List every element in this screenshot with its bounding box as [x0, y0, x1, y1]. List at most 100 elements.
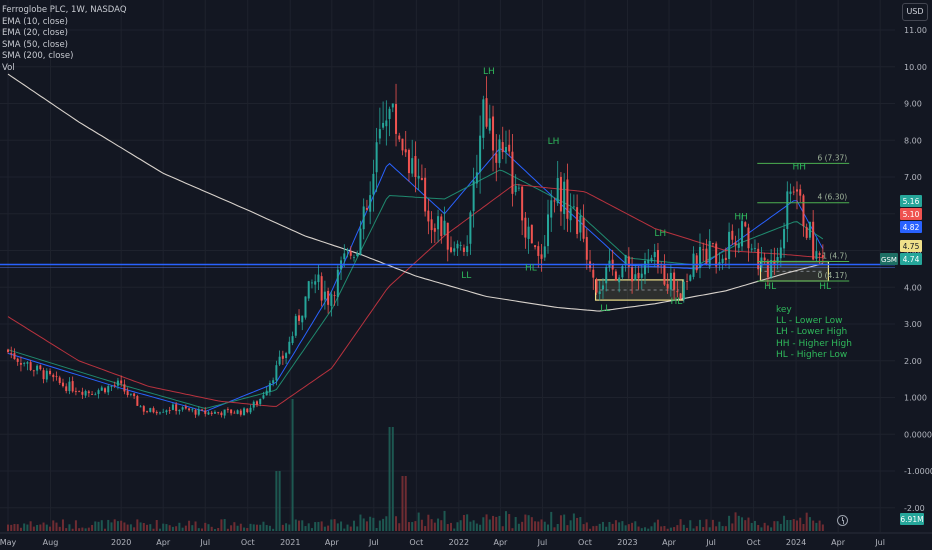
- volume-bar: [243, 527, 246, 531]
- candle-body: [126, 391, 129, 396]
- price-label: 4.74: [903, 255, 920, 264]
- indicator-legend: Ferroglobe PLC, 1W, NASDAQ EMA (10, clos…: [2, 5, 127, 75]
- swing-label: HL: [819, 282, 831, 292]
- volume-bar: [268, 525, 271, 531]
- legend-sma50[interactable]: SMA (50, close): [2, 39, 68, 50]
- candle-body: [152, 408, 155, 413]
- volume-bar: [336, 523, 339, 531]
- candle-body: [634, 274, 637, 281]
- volume-bar: [340, 521, 343, 531]
- candle-body: [265, 390, 268, 396]
- volume-bar: [576, 517, 579, 531]
- candle-body: [543, 246, 546, 258]
- price-tick: 9.00: [904, 100, 922, 109]
- candle-body: [579, 215, 582, 233]
- price-tick: 1.000: [904, 394, 927, 403]
- candle-body: [812, 221, 815, 260]
- candle-body: [453, 248, 456, 252]
- legend-ema20[interactable]: EMA (20, close): [2, 28, 68, 39]
- candle-body: [433, 228, 436, 232]
- candle-body: [84, 390, 87, 396]
- candle-body: [485, 98, 488, 127]
- volume-bar: [378, 520, 381, 531]
- volume-bar: [744, 520, 747, 531]
- candle-body: [142, 406, 145, 412]
- clock-icon[interactable]: [837, 515, 848, 526]
- candle-body: [213, 411, 216, 414]
- volume-bar: [320, 521, 323, 531]
- candle-body: [757, 248, 760, 270]
- volume-bar: [223, 519, 226, 531]
- currency-selector[interactable]: USD: [902, 3, 928, 21]
- volume-bar: [485, 514, 488, 531]
- volume-bar: [230, 525, 233, 531]
- volume-bar: [281, 524, 284, 531]
- candle-body: [472, 180, 475, 212]
- volume-bar: [226, 528, 229, 531]
- volume-bar: [129, 524, 132, 531]
- candle-body: [68, 381, 71, 392]
- volume-bar: [171, 526, 174, 531]
- candle-body: [504, 146, 507, 153]
- candle-body: [255, 401, 258, 405]
- candle-body: [766, 260, 769, 278]
- candle-body: [343, 253, 346, 260]
- swing-label: LH: [548, 137, 560, 147]
- swing-label: LL: [461, 271, 471, 281]
- volume-bar: [753, 520, 756, 531]
- volume-bar: [262, 521, 265, 531]
- candle-body: [149, 408, 152, 412]
- volume-bar: [721, 526, 724, 531]
- candle-body: [666, 284, 669, 289]
- volume-bar: [624, 525, 627, 531]
- time-tick: Aug: [43, 538, 59, 547]
- volume-bar: [346, 524, 349, 531]
- legend-volume[interactable]: Vol: [2, 62, 15, 73]
- volume-bar: [437, 518, 440, 531]
- candle-body: [517, 187, 520, 189]
- candle-body: [81, 391, 84, 395]
- candle-body: [521, 186, 524, 221]
- fib-level-label: 4 (6.30): [817, 193, 847, 202]
- candle-body: [165, 410, 168, 413]
- candle-body: [243, 408, 246, 416]
- candle-body: [226, 409, 229, 411]
- time-tick: 2022: [449, 538, 469, 547]
- volume-bar: [382, 518, 385, 531]
- candle-body: [175, 404, 178, 411]
- volume-bar: [550, 511, 553, 531]
- volume-bar: [686, 527, 689, 531]
- candle-body: [133, 393, 136, 397]
- volume-bar: [449, 522, 453, 531]
- volume-bar: [805, 512, 808, 531]
- volume-bar: [459, 520, 462, 531]
- candle-body: [656, 250, 659, 267]
- volume-bar: [113, 519, 116, 531]
- legend-ema10[interactable]: EMA (10, close): [2, 16, 68, 27]
- volume-bar: [97, 521, 100, 531]
- volume-bar: [404, 476, 407, 531]
- time-tick: Apr: [662, 538, 677, 547]
- volume-bar: [10, 524, 13, 531]
- price-label-box: [900, 221, 922, 233]
- volume-bar: [614, 520, 617, 531]
- candle-body: [815, 251, 818, 259]
- time-tick: Jul: [874, 538, 885, 547]
- volume-bar: [479, 524, 482, 531]
- volume-bar: [152, 528, 155, 531]
- legend-sma200[interactable]: SMA (200, close): [2, 51, 74, 62]
- volume-bar: [265, 525, 268, 531]
- volume-bar: [252, 524, 255, 531]
- candle-body: [29, 362, 32, 371]
- volume-bar: [559, 515, 562, 531]
- candle-body: [728, 231, 731, 260]
- volume-bar: [569, 520, 572, 531]
- volume-bar: [812, 520, 815, 531]
- volume-bar: [492, 515, 495, 531]
- candle-body: [288, 341, 291, 354]
- candle-body: [388, 108, 391, 119]
- candle-body: [171, 404, 174, 410]
- candle-body: [553, 200, 556, 202]
